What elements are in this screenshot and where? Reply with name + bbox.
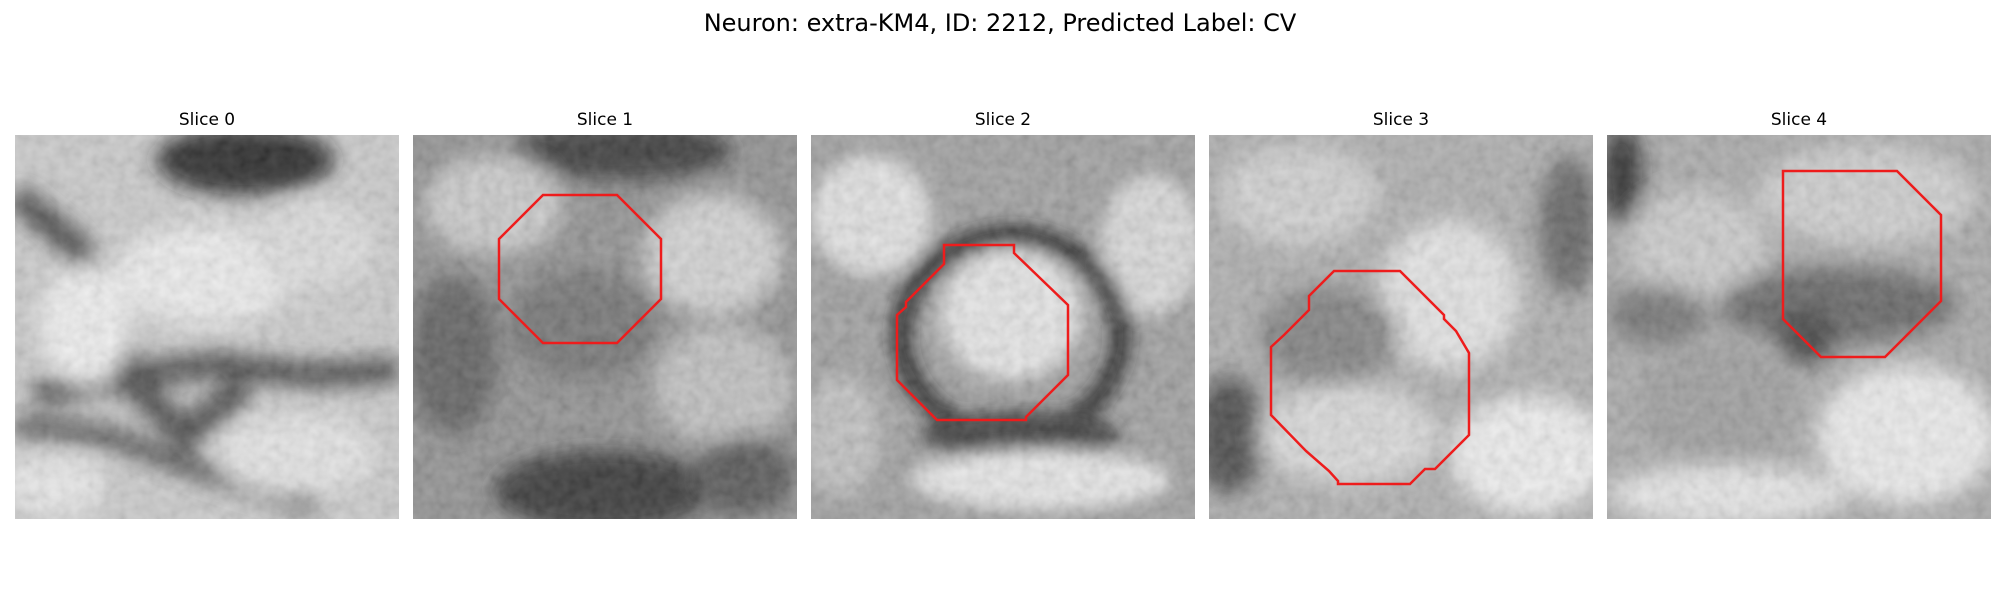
slice-title: Slice 0 [178,110,236,130]
slice-image [811,135,1195,519]
roi-outline [895,243,1070,422]
figure-title: Neuron: extra-KM4, ID: 2212, Predicted L… [703,9,1297,37]
slice-title: Slice 3 [1372,110,1430,130]
roi-outline [497,193,663,345]
slice-image [413,135,797,519]
slice-title: Slice 2 [974,110,1032,130]
slice-image [1607,135,1991,519]
slice-image [15,135,399,519]
slice-title: Slice 1 [576,110,634,130]
slice-title: Slice 4 [1770,110,1828,130]
slice-image [1209,135,1593,519]
roi-outline [1781,169,1943,359]
roi-outline [1269,269,1471,486]
